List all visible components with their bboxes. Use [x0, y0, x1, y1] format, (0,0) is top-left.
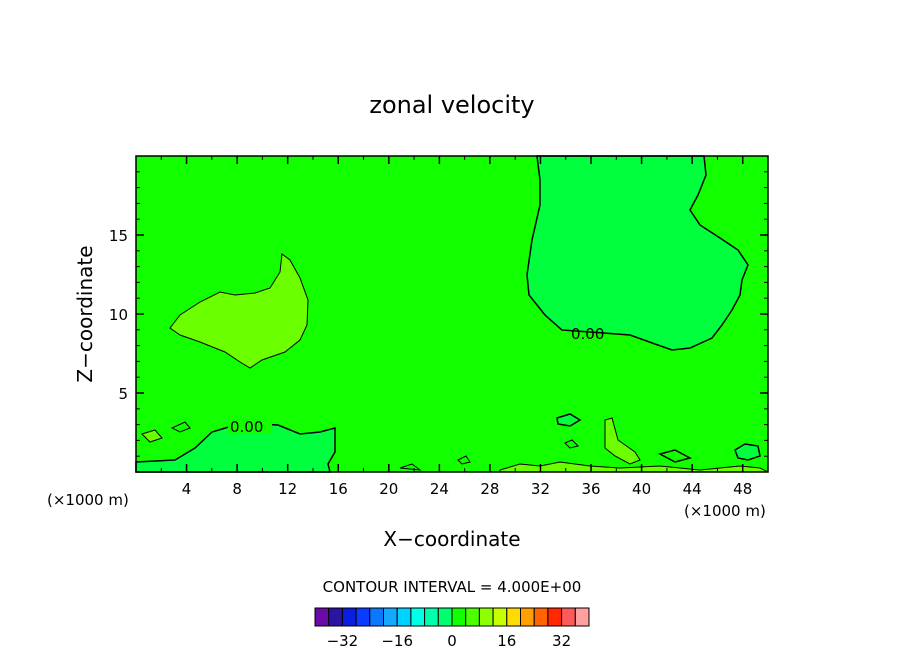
chart-title: zonal velocity — [369, 91, 534, 119]
colorbar-swatch — [506, 607, 521, 627]
colorbar-swatch — [437, 607, 453, 627]
colorbar-tick-label: 32 — [552, 632, 571, 650]
x-tick-label: 28 — [480, 480, 499, 498]
colorbar-tick-label: −32 — [327, 632, 359, 650]
contour-blob-small — [564, 439, 579, 449]
contour-blob-small — [657, 449, 693, 463]
colorbar-swatch — [451, 607, 467, 627]
colorbar-swatch — [328, 607, 343, 627]
colorbar-swatch — [314, 607, 330, 627]
colorbar-swatch — [574, 607, 590, 627]
colorbar-swatch — [383, 607, 398, 627]
contour-label-upper: 0.00 — [571, 325, 604, 343]
colorbar-tick-label: 0 — [447, 632, 457, 650]
x-tick-label: 40 — [632, 480, 651, 498]
colorbar-swatch — [561, 607, 576, 627]
x-tick-label: 8 — [232, 480, 242, 498]
x-tick-label: 24 — [430, 480, 449, 498]
positive-region-left — [169, 253, 309, 369]
colorbar-swatch — [369, 607, 384, 627]
x-tick-label: 20 — [379, 480, 398, 498]
colorbar-swatch — [492, 607, 508, 627]
plot-area: 0.00 0.00 — [135, 155, 769, 473]
colorbar-swatch — [547, 607, 563, 627]
x-tick-label: 48 — [733, 480, 752, 498]
y-tick-label: 5 — [118, 385, 128, 403]
contour-label-lower: 0.00 — [230, 418, 263, 436]
negative-region-bottom — [135, 423, 336, 473]
contour-blob-small — [604, 417, 641, 465]
colorbar-swatch — [520, 607, 535, 627]
y-axis: 5 10 15 — [109, 171, 768, 457]
x-tick-label: 44 — [683, 480, 702, 498]
colorbar-ticks: −32 −16 0 16 32 — [327, 632, 572, 650]
contour-blob-small — [457, 455, 471, 465]
x-tick-label: 12 — [278, 480, 297, 498]
colorbar-swatch — [410, 607, 426, 627]
colorbar-swatch — [396, 607, 412, 627]
x-axis-label: X−coordinate — [383, 527, 520, 551]
colorbar-swatch — [465, 607, 480, 627]
x-tick-label: 36 — [581, 480, 600, 498]
contour-interval-text: CONTOUR INTERVAL = 4.000E+00 — [323, 578, 582, 596]
y-axis-label: Z−coordinate — [73, 245, 97, 382]
colorbar-swatch — [478, 607, 494, 627]
colorbar-swatch — [341, 607, 357, 627]
colorbar-swatch — [355, 607, 371, 627]
colorbar-swatch — [424, 607, 439, 627]
y-tick-label: 15 — [109, 227, 128, 245]
contour-blob-small — [556, 413, 582, 427]
x-unit-right: (×1000 m) — [684, 502, 766, 520]
negative-region-upper-right — [526, 155, 749, 351]
colorbar-tick-label: 16 — [497, 632, 516, 650]
y-tick-label: 10 — [109, 306, 128, 324]
contour-label-lower-box — [228, 418, 272, 434]
contour-blob-small — [141, 429, 163, 443]
colorbar-swatch — [533, 607, 549, 627]
contour-blob-small — [734, 443, 761, 461]
contour-blob-small — [399, 463, 422, 471]
x-tick-label: 16 — [329, 480, 348, 498]
contour-blob-small — [170, 421, 191, 433]
x-axis: 4 8 12 16 20 24 28 32 36 40 44 48 — [160, 156, 752, 498]
x-tick-label: 4 — [182, 480, 192, 498]
x-unit-left: (×1000 m) — [47, 491, 129, 509]
x-tick-label: 32 — [531, 480, 550, 498]
colorbar — [314, 607, 590, 627]
colorbar-tick-label: −16 — [381, 632, 413, 650]
